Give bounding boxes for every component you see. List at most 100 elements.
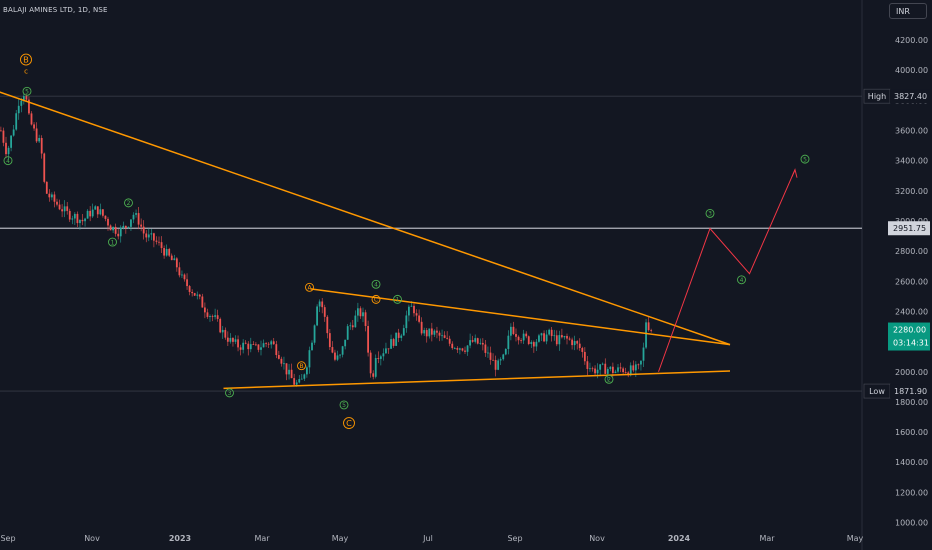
wave-label-circle <box>124 198 133 208</box>
candle-body <box>364 312 367 327</box>
candle <box>226 331 229 346</box>
candle-body <box>527 336 530 345</box>
candle-body <box>601 363 604 365</box>
candle <box>283 356 285 370</box>
candle <box>17 99 20 120</box>
candle <box>364 309 367 332</box>
candle-body <box>349 325 352 327</box>
candle <box>160 236 163 253</box>
candle <box>502 353 505 361</box>
candle-body <box>226 337 229 342</box>
candle <box>504 348 507 356</box>
price-tag: 2280.00 03:14:31 <box>888 322 930 351</box>
candle-body <box>423 330 426 334</box>
candle <box>53 191 56 208</box>
candle <box>385 342 387 354</box>
candle <box>387 348 390 354</box>
price-tag: High 3827.40 <box>863 88 930 104</box>
y-tick-label: 1800.00 <box>895 398 928 407</box>
candle <box>568 336 571 341</box>
candle <box>438 330 441 342</box>
wave-label-text: A <box>307 285 312 292</box>
wave-label-text: 5 <box>342 402 346 409</box>
candle-body <box>127 226 130 228</box>
wave-label: 5 <box>339 400 349 410</box>
candle <box>290 363 293 379</box>
candle-body <box>89 210 92 217</box>
candle-body <box>56 201 58 205</box>
candle <box>326 315 329 339</box>
candle <box>109 224 112 231</box>
candle-body <box>441 335 443 337</box>
wave-label-circle <box>339 400 349 410</box>
candle <box>413 303 415 317</box>
candle <box>229 333 232 344</box>
y-tick-label: 1600.00 <box>895 428 928 437</box>
candle <box>581 346 584 358</box>
candle <box>86 209 89 219</box>
candle <box>119 225 122 243</box>
wave-label-text: 1 <box>396 297 400 304</box>
candle-body <box>637 364 640 366</box>
candle <box>232 337 234 347</box>
candle-body <box>405 315 408 329</box>
candle-body <box>234 339 237 342</box>
y-tick-label: 4000.00 <box>895 66 928 75</box>
candle-body <box>94 206 97 210</box>
candle-body <box>471 340 474 342</box>
candle-body <box>563 335 566 338</box>
candle <box>430 322 433 342</box>
candle-body <box>2 130 5 143</box>
candle-body <box>525 333 528 337</box>
candle <box>132 212 135 224</box>
y-tick-label: 2400.00 <box>895 307 928 316</box>
candle <box>71 215 74 225</box>
candle <box>234 335 237 345</box>
candle <box>122 221 125 230</box>
candle <box>433 329 436 338</box>
candle <box>349 322 352 330</box>
candle-body <box>38 137 41 142</box>
wave-label-circle <box>20 53 32 66</box>
candle <box>280 356 283 367</box>
candle-body <box>532 342 535 347</box>
candle <box>191 289 194 297</box>
candle <box>68 208 71 222</box>
candle-body <box>632 365 635 371</box>
projection-arrow-head <box>791 168 798 178</box>
candle <box>306 365 308 378</box>
price-tag: Low 1871.90 <box>863 383 930 399</box>
candle-body <box>359 308 362 317</box>
candle-body <box>517 336 520 341</box>
candle <box>168 247 171 257</box>
wave-label-text: 4 <box>374 281 378 288</box>
candle <box>173 254 176 261</box>
wave-label-circle <box>108 237 117 247</box>
y-tick-label: 1200.00 <box>895 488 928 497</box>
candle-body <box>451 343 454 349</box>
candle-body <box>308 350 311 368</box>
candle-body <box>183 274 186 280</box>
candle-body <box>0 130 2 132</box>
candle <box>181 270 183 278</box>
candle-body <box>566 335 568 339</box>
wave-label-circle <box>225 388 234 398</box>
candle-body <box>614 371 617 373</box>
candle-body <box>219 318 222 333</box>
wave-label: B <box>297 361 306 371</box>
wave-label-circle <box>371 279 381 289</box>
candle-body <box>489 352 492 360</box>
candle-body <box>443 335 446 338</box>
candle <box>469 333 471 349</box>
wave-label-text: B <box>23 55 29 65</box>
candle <box>175 257 178 272</box>
candle-body <box>362 312 364 317</box>
wave-label-text: 1 <box>111 239 115 246</box>
candle <box>285 363 288 381</box>
candle-body <box>313 325 316 343</box>
currency-button[interactable]: INR <box>889 3 927 19</box>
candle <box>436 326 438 339</box>
candle-body <box>408 306 410 316</box>
candle <box>94 205 97 210</box>
